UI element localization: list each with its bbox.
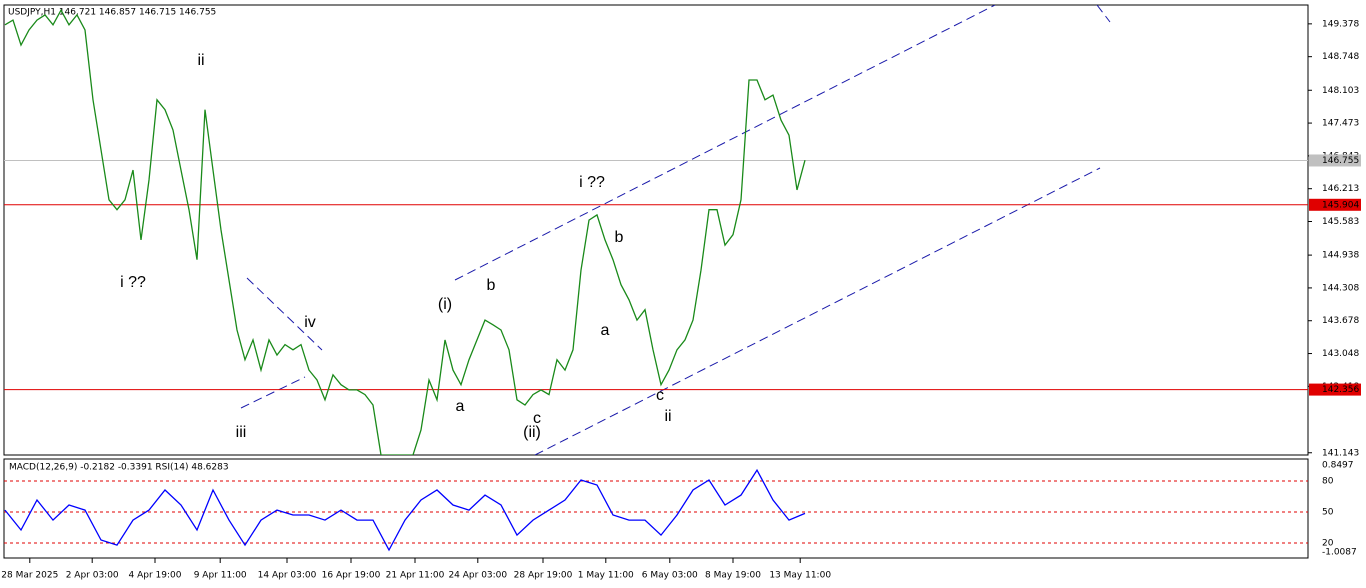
wave-label: (i) [438, 296, 452, 313]
price-label-box [1309, 198, 1361, 211]
price-label-box [1309, 154, 1361, 167]
x-tick-label: 8 May 19:00 [705, 571, 761, 581]
x-tick-label: 9 Apr 11:00 [194, 571, 247, 581]
y-tick-label: 143.678 [1322, 316, 1359, 326]
y-tick-label: 144.938 [1322, 251, 1359, 261]
wave-label: ii [197, 52, 204, 69]
price-layer [4, 8, 1308, 455]
price-label: 142.356 [1322, 385, 1359, 395]
price-line [4, 468, 806, 552]
wave-label: (ii) [523, 424, 541, 441]
y-tick-label: 148.748 [1322, 52, 1359, 62]
wave-label: b [615, 229, 624, 246]
trendline [246, 277, 323, 351]
x-tick-label: 28 Mar 2025 [1, 571, 58, 581]
price-label: 145.904 [1322, 200, 1359, 210]
wave-label: c [533, 410, 541, 427]
x-tick-label: 13 May 11:00 [769, 571, 831, 581]
wave-label: iv [304, 314, 316, 331]
x-tick-label: 2 Apr 03:00 [66, 571, 119, 581]
y-tick-label: 143.048 [1322, 349, 1359, 359]
y-tick-label: 80 [1322, 477, 1334, 487]
channel-lower [534, 167, 1101, 455]
wave-label: a [456, 398, 465, 415]
trendline [240, 376, 306, 409]
trendline [1096, 5, 1111, 23]
y-tick-label: 141.143 [1322, 448, 1359, 458]
price-line [4, 8, 806, 455]
channel-upper [454, 5, 996, 281]
indicator-frame [3, 458, 1309, 559]
indicator-layer [4, 468, 1308, 552]
x-tick-label: 28 Apr 19:00 [514, 571, 573, 581]
y-tick-label: 147.473 [1322, 119, 1359, 129]
trendlines [240, 5, 1111, 455]
y-tick-label: 148.103 [1322, 86, 1359, 96]
y-tick-label: 144.308 [1322, 283, 1359, 293]
x-tick-label: 24 Apr 03:00 [448, 571, 507, 581]
wave-label: iii [236, 424, 247, 441]
x-tick-label: 4 Apr 19:00 [129, 571, 182, 581]
wave-label: i ?? [579, 174, 605, 191]
chart-title: USDJPY,H1 146.721 146.857 146.715 146.75… [8, 8, 216, 18]
y-tick-label: 145.583 [1322, 217, 1359, 227]
y2-tick-label: 0.8497 [1322, 461, 1354, 471]
y-tick-label: 20 [1322, 539, 1334, 549]
price-label-box [1309, 383, 1361, 396]
annotations: ii i ?? iii iv (i) b a (ii) c i ?? b a c… [120, 52, 671, 441]
wave-label: b [487, 277, 496, 294]
y-tick-label: 50 [1322, 508, 1334, 518]
wave-label: c [656, 387, 664, 404]
y-tick-label: 149.378 [1322, 19, 1359, 29]
wave-label: ii [664, 408, 671, 425]
x-tick-label: 1 May 11:00 [578, 571, 634, 581]
x-tick-label: 6 May 03:00 [642, 571, 698, 581]
wave-label: a [601, 322, 610, 339]
indicator-title: MACD(12,26,9) -0.2182 -0.3391 RSI(14) 48… [9, 463, 229, 473]
x-tick-label: 16 Apr 19:00 [322, 571, 381, 581]
y-tick-label: 146.213 [1322, 184, 1359, 194]
wave-label: i ?? [120, 274, 146, 291]
y2-tick-label: -1.0087 [1322, 548, 1357, 558]
x-tick-label: 14 Apr 03:00 [258, 571, 317, 581]
x-tick-label: 21 Apr 11:00 [386, 571, 445, 581]
price-label: 146.755 [1322, 156, 1359, 166]
